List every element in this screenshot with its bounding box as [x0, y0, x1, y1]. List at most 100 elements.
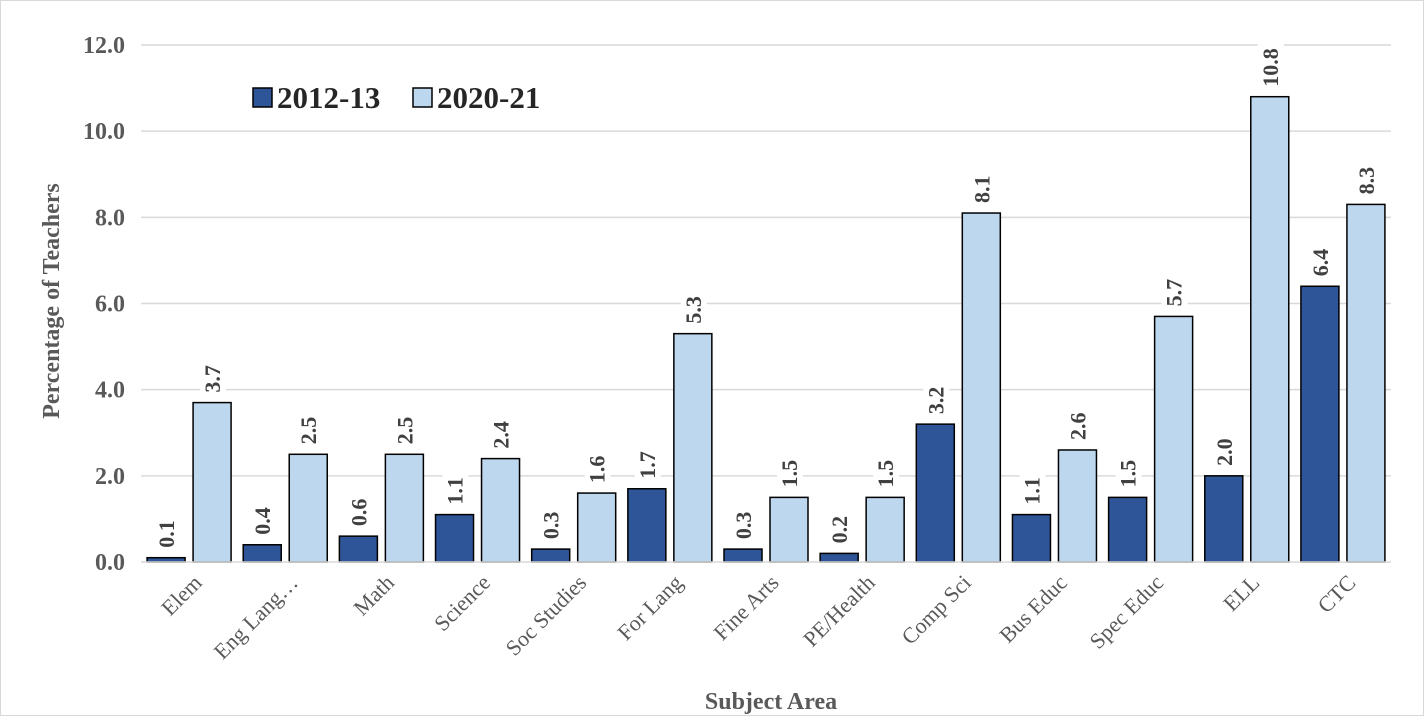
data-label: 0.6	[346, 499, 371, 527]
data-label: 10.8	[1258, 48, 1283, 87]
y-tick-label: 6.0	[95, 292, 125, 318]
data-label-group: 0.6	[346, 489, 373, 531]
data-label: 0.3	[731, 512, 756, 540]
data-label: 8.3	[1354, 167, 1379, 195]
data-label-backdrop	[1161, 269, 1188, 311]
legend: 2012-13 2020-21	[252, 80, 540, 115]
bar-2020-21-socstudies	[576, 492, 617, 563]
legend-swatch-2020-21	[412, 87, 433, 108]
bar-2012-13-science	[434, 513, 475, 563]
data-label-group: 3.2	[923, 377, 950, 419]
data-label: 1.1	[443, 477, 468, 505]
data-label-group: 6.4	[1307, 239, 1334, 281]
bar-2020-21-englang	[288, 453, 328, 563]
data-label-backdrop	[873, 450, 900, 492]
legend-label-2020-21: 2020-21	[437, 80, 540, 115]
data-label: 2.4	[489, 421, 514, 449]
x-tick-label: Soc Studies	[501, 570, 592, 661]
x-tick-label: Elem	[156, 570, 207, 621]
bar-2012-13-finearts	[723, 548, 763, 563]
data-label-group: 1.5	[873, 450, 900, 492]
data-label-group: 0.3	[731, 502, 757, 544]
data-label: 1.5	[873, 460, 898, 488]
bar-2020-21-elem	[192, 401, 232, 563]
legend-swatch-2012-13	[252, 87, 273, 108]
x-tick-label: Science	[429, 570, 495, 636]
data-label-group: 8.1	[969, 166, 996, 208]
data-label-group: 2.0	[1211, 428, 1238, 470]
data-labels: 0.1 3.7 0.4 2.5 0.6 2.5 1.1 2.4 0.3 1.6 1.7 5.3 0.3 1…	[154, 38, 1380, 552]
bar-2020-21-compsci	[961, 212, 1002, 563]
data-label: 2.5	[296, 417, 321, 445]
data-label-backdrop	[827, 506, 854, 548]
data-label-backdrop	[634, 441, 661, 483]
bar-2020-21-ctc	[1346, 203, 1386, 563]
data-label-group: 3.7	[200, 355, 227, 397]
data-label-backdrop	[923, 377, 950, 419]
data-label-backdrop	[680, 286, 707, 328]
data-label: 5.7	[1162, 279, 1187, 307]
bar-2020-21-buseduc	[1057, 449, 1098, 563]
legend-label-2012-13: 2012-13	[277, 80, 380, 115]
x-tick-label: Comp Sci	[896, 570, 975, 649]
data-label-group: 0.1	[154, 510, 181, 552]
data-label-backdrop	[777, 450, 803, 492]
data-label-group: 0.3	[538, 502, 565, 544]
data-label-group: 1.1	[442, 467, 469, 509]
data-label: 1.5	[777, 460, 802, 488]
bar-2012-13-englang	[242, 544, 282, 563]
data-label-backdrop	[1019, 467, 1046, 509]
y-tick-label: 10.0	[83, 119, 125, 145]
x-tick-label: Bus Educ	[994, 570, 1072, 648]
bar-2020-21-speceduc	[1153, 315, 1194, 563]
x-axis-ticks: Elem Eng Lang… Math Science Soc Studies For L…	[156, 570, 1360, 664]
y-tick-label: 8.0	[95, 205, 125, 231]
data-label: 1.5	[1116, 460, 1141, 488]
bar-2020-21-forlang	[673, 332, 713, 563]
data-label: 2.6	[1065, 412, 1090, 440]
bar-2012-13-socstudies	[530, 548, 571, 563]
bar-2020-21-ell	[1250, 95, 1290, 563]
bar-2012-13-pehealth	[819, 552, 859, 563]
bar-2020-21-finearts	[769, 496, 809, 563]
x-tick-label: Fine Arts	[708, 570, 783, 645]
x-axis-title: Subject Area	[705, 689, 837, 715]
y-axis-ticks: 0.0 2.0 4.0 6.0 8.0 10.0 12.0	[83, 33, 125, 576]
data-label-group: 5.7	[1161, 269, 1188, 311]
data-label: 0.1	[154, 520, 179, 548]
data-label: 3.2	[923, 387, 948, 415]
data-label-backdrop	[488, 411, 515, 453]
bar-2020-21-pehealth	[865, 496, 905, 563]
y-tick-label: 12.0	[83, 33, 125, 59]
data-label-group: 2.5	[392, 407, 419, 449]
bar-2012-13-forlang	[627, 488, 667, 563]
bar-2012-13-ctc	[1300, 285, 1340, 563]
data-label-backdrop	[1211, 428, 1238, 470]
data-label: 6.4	[1308, 249, 1333, 277]
data-label-group: 0.4	[250, 497, 277, 539]
data-label-backdrop	[1257, 38, 1284, 91]
data-label-backdrop	[154, 510, 181, 552]
data-label-backdrop	[538, 502, 565, 544]
data-label: 8.1	[969, 176, 994, 204]
bars	[146, 95, 1386, 563]
data-label-group: 1.7	[634, 441, 661, 483]
data-label-group: 1.1	[1019, 467, 1046, 509]
data-label-group: 1.5	[1115, 450, 1142, 492]
data-label-backdrop	[731, 502, 757, 544]
data-label: 2.5	[392, 417, 417, 445]
bar-2020-21-science	[480, 457, 521, 563]
data-label: 0.3	[539, 512, 564, 540]
bar-2012-13-speceduc	[1107, 496, 1148, 563]
bar-2012-13-compsci	[915, 423, 956, 563]
data-label-group: 2.4	[488, 411, 515, 453]
x-tick-label: PE/Health	[798, 570, 880, 652]
data-label: 5.3	[681, 296, 706, 324]
data-label-backdrop	[346, 489, 373, 531]
data-label-group: 2.5	[296, 407, 323, 449]
data-label: 1.6	[585, 456, 610, 484]
x-tick-label: Eng Lang…	[209, 570, 303, 664]
data-label-backdrop	[1353, 157, 1380, 199]
